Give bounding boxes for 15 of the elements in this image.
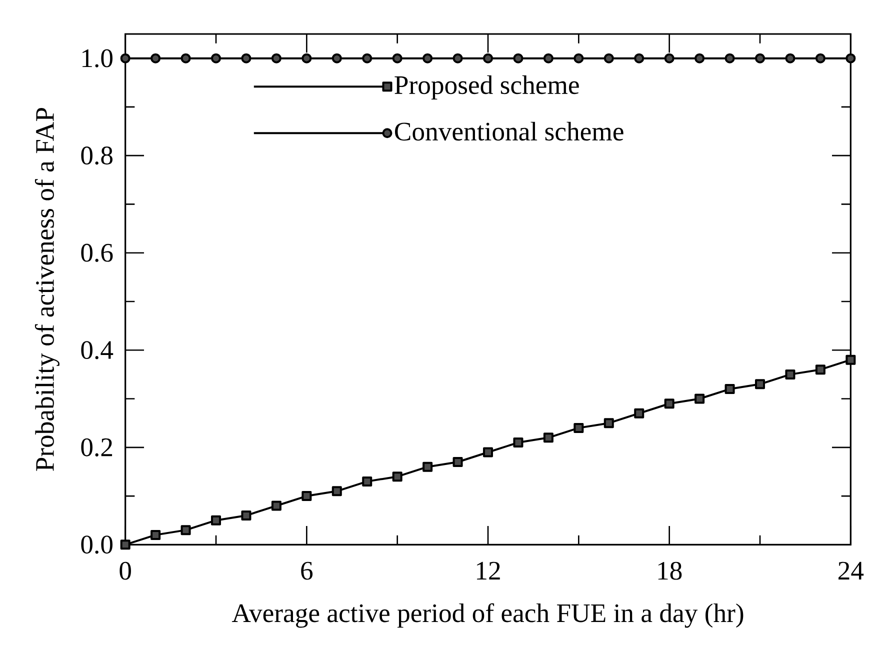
y-tick-label: 0.4	[81, 341, 114, 360]
x-tick-label: 12	[477, 562, 500, 580]
legend-label: Proposed scheme	[394, 75, 579, 100]
y-tick-label: 0.2	[81, 438, 112, 456]
x-tick-label: 0	[120, 562, 131, 580]
y-tick-label: 0.0	[81, 536, 112, 554]
y-axis-title: Probability of activeness of a FAP	[34, 108, 60, 471]
y-tick-label: 1.0	[82, 49, 112, 68]
x-tick-label: 18	[658, 562, 682, 580]
y-tick-label: 0.6	[81, 244, 113, 262]
x-axis-title: Average active period of each FUE in a day (hr)	[232, 603, 744, 628]
legend-label: Conventional scheme	[394, 122, 624, 141]
x-tick-label: 24	[838, 562, 864, 580]
x-tick-label: 6	[301, 562, 313, 580]
y-tick-label: 0.8	[81, 146, 112, 165]
